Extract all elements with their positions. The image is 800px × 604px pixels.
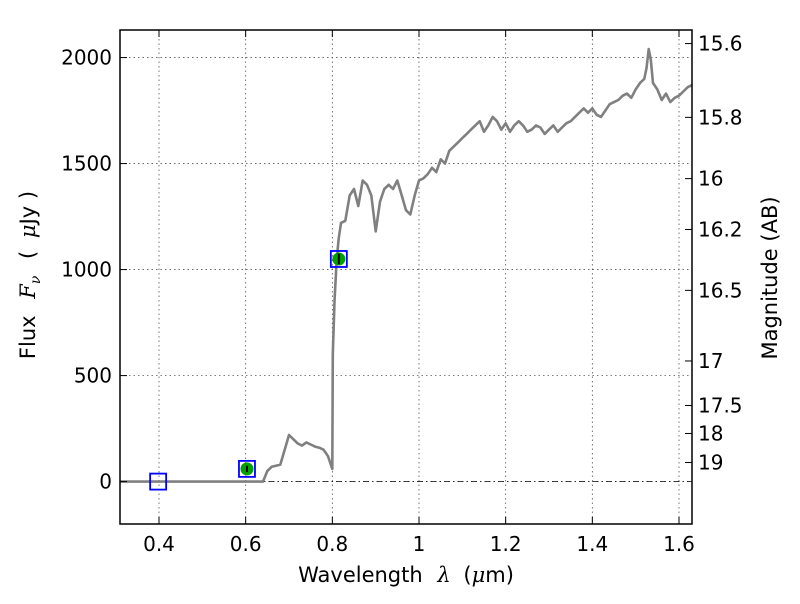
- magnitude-tick-label: 15.8: [698, 105, 743, 129]
- y-tick-label: 0: [99, 470, 112, 494]
- magnitude-tick-label: 17: [698, 349, 723, 373]
- magnitude-tick-label: 17.5: [698, 393, 743, 417]
- magnitude-tick-label: 16.5: [698, 278, 743, 302]
- x-tick-label: 0.6: [230, 532, 262, 556]
- x-tick-label: 0.4: [143, 532, 175, 556]
- magnitude-tick-label: 15.6: [698, 32, 743, 56]
- plot-frame: [119, 29, 693, 525]
- model-photometry-box: [149, 472, 168, 491]
- x-tick-label: 1.2: [490, 532, 522, 556]
- model-photometry-box: [238, 459, 256, 478]
- x-tick-label: 0.8: [316, 532, 348, 556]
- x-tick-label: 1: [413, 532, 426, 556]
- magnitude-axis-label: Magnitude (AB): [758, 196, 782, 359]
- magnitude-tick-label: 18: [698, 421, 723, 445]
- magnitude-tick-label: 16: [698, 167, 723, 191]
- plot-content: [120, 47, 693, 491]
- x-tick-label: 1.4: [576, 532, 608, 556]
- y-tick-label: 500: [74, 364, 112, 388]
- x-axis-ticks: 0.4 0.6 0.8 1 1.2 1.4 1.6: [143, 30, 695, 556]
- x-axis-label: Wavelength λ (μm): [298, 563, 514, 587]
- model-photometry-box: [329, 250, 348, 268]
- magnitude-axis-ticks: 15.6 15.8 16 16.2 16.5 17 17.5 18 19: [685, 32, 743, 475]
- magnitude-tick-label: 16.2: [698, 218, 743, 242]
- grid-lines: [120, 30, 692, 524]
- x-tick-label: 1.6: [663, 532, 695, 556]
- y-tick-label: 1500: [61, 152, 112, 176]
- spectrum-line: [120, 47, 693, 483]
- y-tick-label: 2000: [61, 46, 112, 70]
- y-tick-label: 1000: [61, 258, 112, 282]
- magnitude-tick-label: 19: [698, 451, 723, 475]
- y-axis-label: Flux Fν ( μJy ): [16, 191, 45, 359]
- y-axis-ticks: 0 500 1000 1500 2000: [61, 46, 127, 494]
